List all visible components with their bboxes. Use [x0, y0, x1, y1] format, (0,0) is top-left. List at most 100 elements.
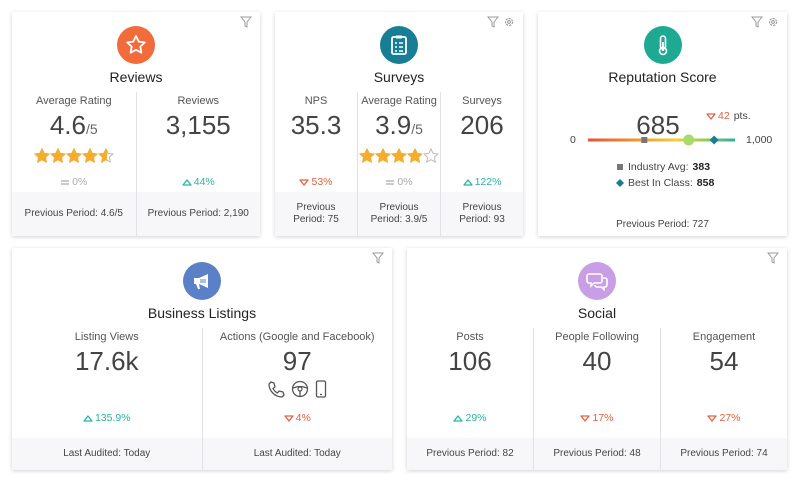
- icon-glyph: [126, 35, 146, 54]
- settings-icon[interactable]: [503, 16, 515, 28]
- phone-icon: [268, 381, 285, 398]
- card-tools: [487, 16, 515, 28]
- card-title: Social: [577, 305, 617, 321]
- metric: Actions (Google and Facebook) 97 4% Last Au…: [201, 328, 393, 470]
- card-title: Surveys: [373, 69, 425, 85]
- value-suffix: /5: [85, 121, 98, 137]
- legend-value: 858: [696, 177, 715, 189]
- metric-value: 3,155: [137, 110, 261, 141]
- card-title: Business Listings: [147, 305, 257, 321]
- metric-label: Average Rating: [35, 95, 112, 107]
- legend-label: Industry Avg:: [628, 161, 689, 173]
- score-change: 42 pts.: [706, 110, 751, 122]
- metric-value: 206: [441, 110, 523, 141]
- metric-columns: NPS 35.3 53% Previous Period: 75 Average Rat…: [275, 92, 523, 236]
- trend-icon: [580, 415, 591, 422]
- metric-value: 54: [661, 346, 787, 377]
- metric-footer: Previous Period: 4.6/5: [12, 192, 136, 236]
- metric-value: 17.6k: [12, 346, 202, 377]
- metric-value: 35.3: [275, 110, 357, 141]
- metric: Engagement 54 27% Previous Period: 74: [660, 328, 787, 470]
- change-unit: pts.: [733, 110, 751, 122]
- trend-icon: [83, 415, 93, 422]
- card-tools: [372, 252, 384, 264]
- channel-icons: [203, 380, 393, 398]
- metric-label: Actions (Google and Facebook): [219, 331, 375, 343]
- steering-icon: [292, 380, 309, 398]
- value-number: 40: [582, 346, 612, 376]
- trend-icon: [462, 179, 473, 186]
- metric-label: Average Rating: [361, 95, 437, 107]
- best-marker: [709, 135, 719, 145]
- change-text: 27%: [719, 412, 741, 424]
- card-tools: [767, 252, 779, 264]
- value-number: 106: [448, 346, 492, 376]
- scale-bar: [588, 138, 735, 142]
- card: Surveys NPS 35.3 53% Previous Period: 75 Aver…: [275, 12, 523, 236]
- metric-change: 53%: [275, 176, 357, 188]
- change-text: 44%: [193, 176, 215, 188]
- card: Reviews Average Rating 4.6/5 0% Previous Per…: [12, 12, 260, 236]
- industry-marker: [641, 137, 648, 143]
- metric-change: 17%: [534, 412, 660, 424]
- change-text: 4%: [295, 412, 311, 424]
- metric-change: 4%: [203, 412, 393, 424]
- card-icon: [578, 262, 616, 300]
- value-number: 54: [709, 346, 739, 376]
- legend-swatch: [616, 179, 624, 187]
- trend-icon: [707, 415, 718, 422]
- metric-label: Surveys: [462, 95, 502, 107]
- stars-fill: [359, 148, 422, 164]
- metric-change: 29%: [407, 412, 533, 424]
- icon-glyph: [194, 274, 208, 289]
- settings-icon[interactable]: [767, 16, 779, 28]
- card-title: Reviews: [109, 69, 163, 85]
- legend-label: Best In Class:: [628, 177, 693, 189]
- card: Business Listings Listing Views 17.6k 135.9…: [12, 248, 392, 470]
- scale-max: 1,000: [746, 134, 773, 146]
- metric-label: People Following: [555, 331, 639, 343]
- trend-icon: [386, 180, 395, 185]
- metric: Average Rating 4.6/5 0% Previous Period: 4.…: [12, 92, 136, 236]
- trend-icon: [284, 415, 294, 422]
- stars-full: [359, 148, 422, 164]
- change-number: 42: [718, 110, 730, 122]
- icon-glyph: [391, 35, 407, 55]
- card-icon: [380, 26, 418, 64]
- filter-icon[interactable]: [751, 16, 763, 28]
- metric-label: Listing Views: [74, 331, 139, 343]
- legend-row: Best In Class: 858: [616, 177, 714, 189]
- metric: NPS 35.3 53% Previous Period: 75: [275, 92, 357, 236]
- score-marker: [683, 134, 695, 146]
- scale-min: 0: [570, 134, 576, 146]
- metric-change: 0%: [358, 176, 440, 188]
- metric-value: 4.6/5: [12, 110, 136, 141]
- stars-wrap: [33, 147, 114, 164]
- metric: Reviews 3,155 44% Previous Period: 2,190: [135, 92, 261, 236]
- value-number: 35.3: [290, 110, 342, 140]
- metric: People Following 40 17% Previous Period: 48: [533, 328, 660, 470]
- metric-value: 97: [203, 346, 393, 377]
- metric: Listing Views 17.6k 135.9% Last Audited: To…: [12, 328, 202, 470]
- value-number: 97: [282, 346, 312, 376]
- metric-columns: Posts 106 29% Previous Period: 82 People Fol…: [407, 328, 787, 470]
- metric-change: 135.9%: [12, 412, 202, 424]
- filter-icon[interactable]: [372, 252, 384, 264]
- icon-glyph: [586, 273, 608, 292]
- star-rating: [12, 147, 136, 164]
- metric-footer: Previous Period: 2,190: [136, 192, 260, 236]
- card: Reputation Score 685 42 pts. 0 1,000 Industry …: [538, 12, 787, 236]
- metric-label: NPS: [304, 95, 328, 107]
- card-tools: [240, 16, 252, 28]
- trend-icon: [182, 179, 192, 186]
- metric-value: 106: [407, 346, 533, 377]
- metric: Average Rating 3.9/5 0% Previous Period: 3.…: [357, 92, 440, 236]
- metric-footer: Last Audited: Today: [12, 438, 202, 470]
- filter-icon[interactable]: [767, 252, 779, 264]
- filter-icon[interactable]: [240, 16, 252, 28]
- score-footer: Previous Period: 727: [538, 214, 787, 236]
- stars-fill: [33, 148, 108, 164]
- filter-icon[interactable]: [487, 16, 499, 28]
- metric-footer: Last Audited: Today: [202, 438, 392, 470]
- score-value: 685: [636, 110, 680, 140]
